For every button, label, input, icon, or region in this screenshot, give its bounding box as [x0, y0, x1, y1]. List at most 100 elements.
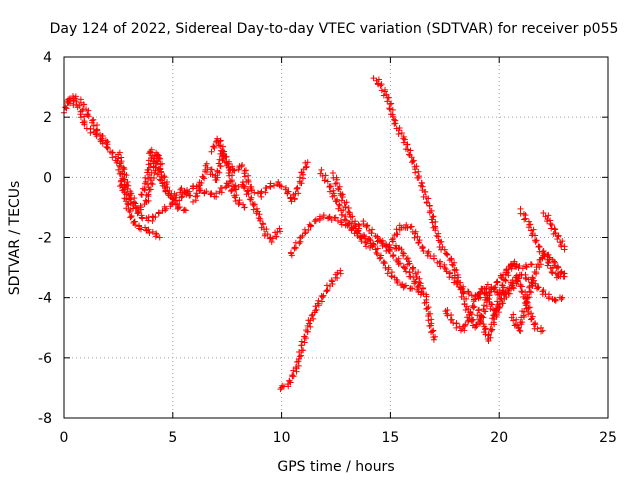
- data-point: [534, 325, 541, 332]
- series-track-6: [190, 147, 284, 245]
- data-point: [380, 260, 387, 267]
- data-point: [494, 278, 501, 285]
- data-point: [515, 325, 522, 332]
- series-track-8: [277, 267, 344, 393]
- data-point: [360, 231, 367, 238]
- data-point: [417, 182, 424, 189]
- data-point: [526, 304, 533, 311]
- data-point: [484, 295, 491, 302]
- series-track-16: [508, 247, 568, 335]
- data-point: [132, 204, 139, 211]
- data-point: [164, 184, 171, 191]
- data-point: [126, 196, 133, 203]
- data-point: [410, 274, 417, 281]
- data-point: [247, 196, 254, 203]
- data-point: [508, 265, 515, 272]
- data-point: [384, 98, 391, 105]
- data-point: [336, 202, 343, 209]
- data-point: [120, 165, 127, 172]
- data-point: [251, 201, 258, 208]
- data-point: [482, 291, 489, 298]
- data-point: [339, 193, 346, 200]
- data-point: [528, 316, 535, 323]
- data-point: [415, 288, 422, 295]
- data-point: [535, 284, 542, 291]
- data-point: [544, 262, 551, 269]
- data-point: [403, 221, 410, 228]
- data-point: [499, 281, 506, 288]
- x-tick-label: 20: [490, 430, 508, 446]
- data-point: [323, 282, 330, 289]
- data-point: [187, 192, 194, 199]
- data-point: [412, 270, 419, 277]
- data-point: [403, 268, 410, 275]
- data-point: [80, 101, 87, 108]
- data-point: [85, 107, 92, 114]
- data-point: [136, 223, 143, 230]
- data-point: [158, 173, 165, 180]
- data-point: [241, 204, 248, 211]
- data-point: [521, 308, 528, 315]
- data-point: [298, 338, 305, 345]
- data-point: [292, 364, 299, 371]
- data-point: [485, 338, 492, 345]
- data-point: [540, 209, 547, 216]
- data-point: [228, 187, 235, 194]
- data-point: [345, 205, 352, 212]
- data-point: [393, 276, 400, 283]
- data-point: [426, 209, 433, 216]
- data-point: [482, 325, 489, 332]
- data-point: [377, 82, 384, 89]
- data-point: [376, 255, 383, 262]
- data-point: [62, 104, 69, 111]
- data-point: [363, 243, 370, 250]
- data-point: [127, 200, 134, 207]
- data-point: [153, 231, 160, 238]
- data-point: [138, 212, 145, 219]
- data-point: [137, 226, 144, 233]
- data-point: [511, 258, 518, 265]
- data-point: [275, 179, 282, 186]
- data-point: [248, 185, 255, 192]
- data-point: [290, 373, 297, 380]
- data-point: [549, 264, 556, 271]
- data-point: [444, 251, 451, 258]
- data-point: [400, 135, 407, 142]
- y-tick-label: -6: [38, 351, 52, 367]
- data-point: [545, 259, 552, 266]
- data-point: [151, 152, 158, 159]
- data-point: [271, 182, 278, 189]
- data-point: [425, 317, 432, 324]
- data-point: [295, 190, 302, 197]
- data-point: [523, 298, 530, 305]
- data-point: [333, 179, 340, 186]
- data-point: [332, 214, 339, 221]
- data-point: [256, 211, 263, 218]
- data-point: [125, 190, 132, 197]
- data-point: [193, 190, 200, 197]
- data-point: [169, 200, 176, 207]
- data-point: [481, 302, 488, 309]
- data-point: [308, 312, 315, 319]
- data-point: [552, 297, 559, 304]
- data-point: [559, 294, 566, 301]
- data-point: [156, 176, 163, 183]
- data-point: [196, 187, 203, 194]
- data-point: [386, 241, 393, 248]
- data-point: [374, 245, 381, 252]
- data-point: [219, 143, 226, 150]
- data-point: [145, 191, 152, 198]
- x-tick-label: 15: [381, 430, 399, 446]
- data-point: [477, 317, 484, 324]
- data-point: [268, 238, 275, 245]
- data-point: [368, 230, 375, 237]
- data-point: [89, 119, 96, 126]
- data-point: [393, 226, 400, 233]
- axis-ticks: 0 5 10 15 20 25 -8 -6 -4 -2 0 2 4: [38, 50, 617, 446]
- data-point: [284, 189, 291, 196]
- data-point: [145, 184, 152, 191]
- data-points: [61, 75, 568, 393]
- data-point: [423, 199, 430, 206]
- data-point: [118, 159, 125, 166]
- data-point: [218, 185, 225, 192]
